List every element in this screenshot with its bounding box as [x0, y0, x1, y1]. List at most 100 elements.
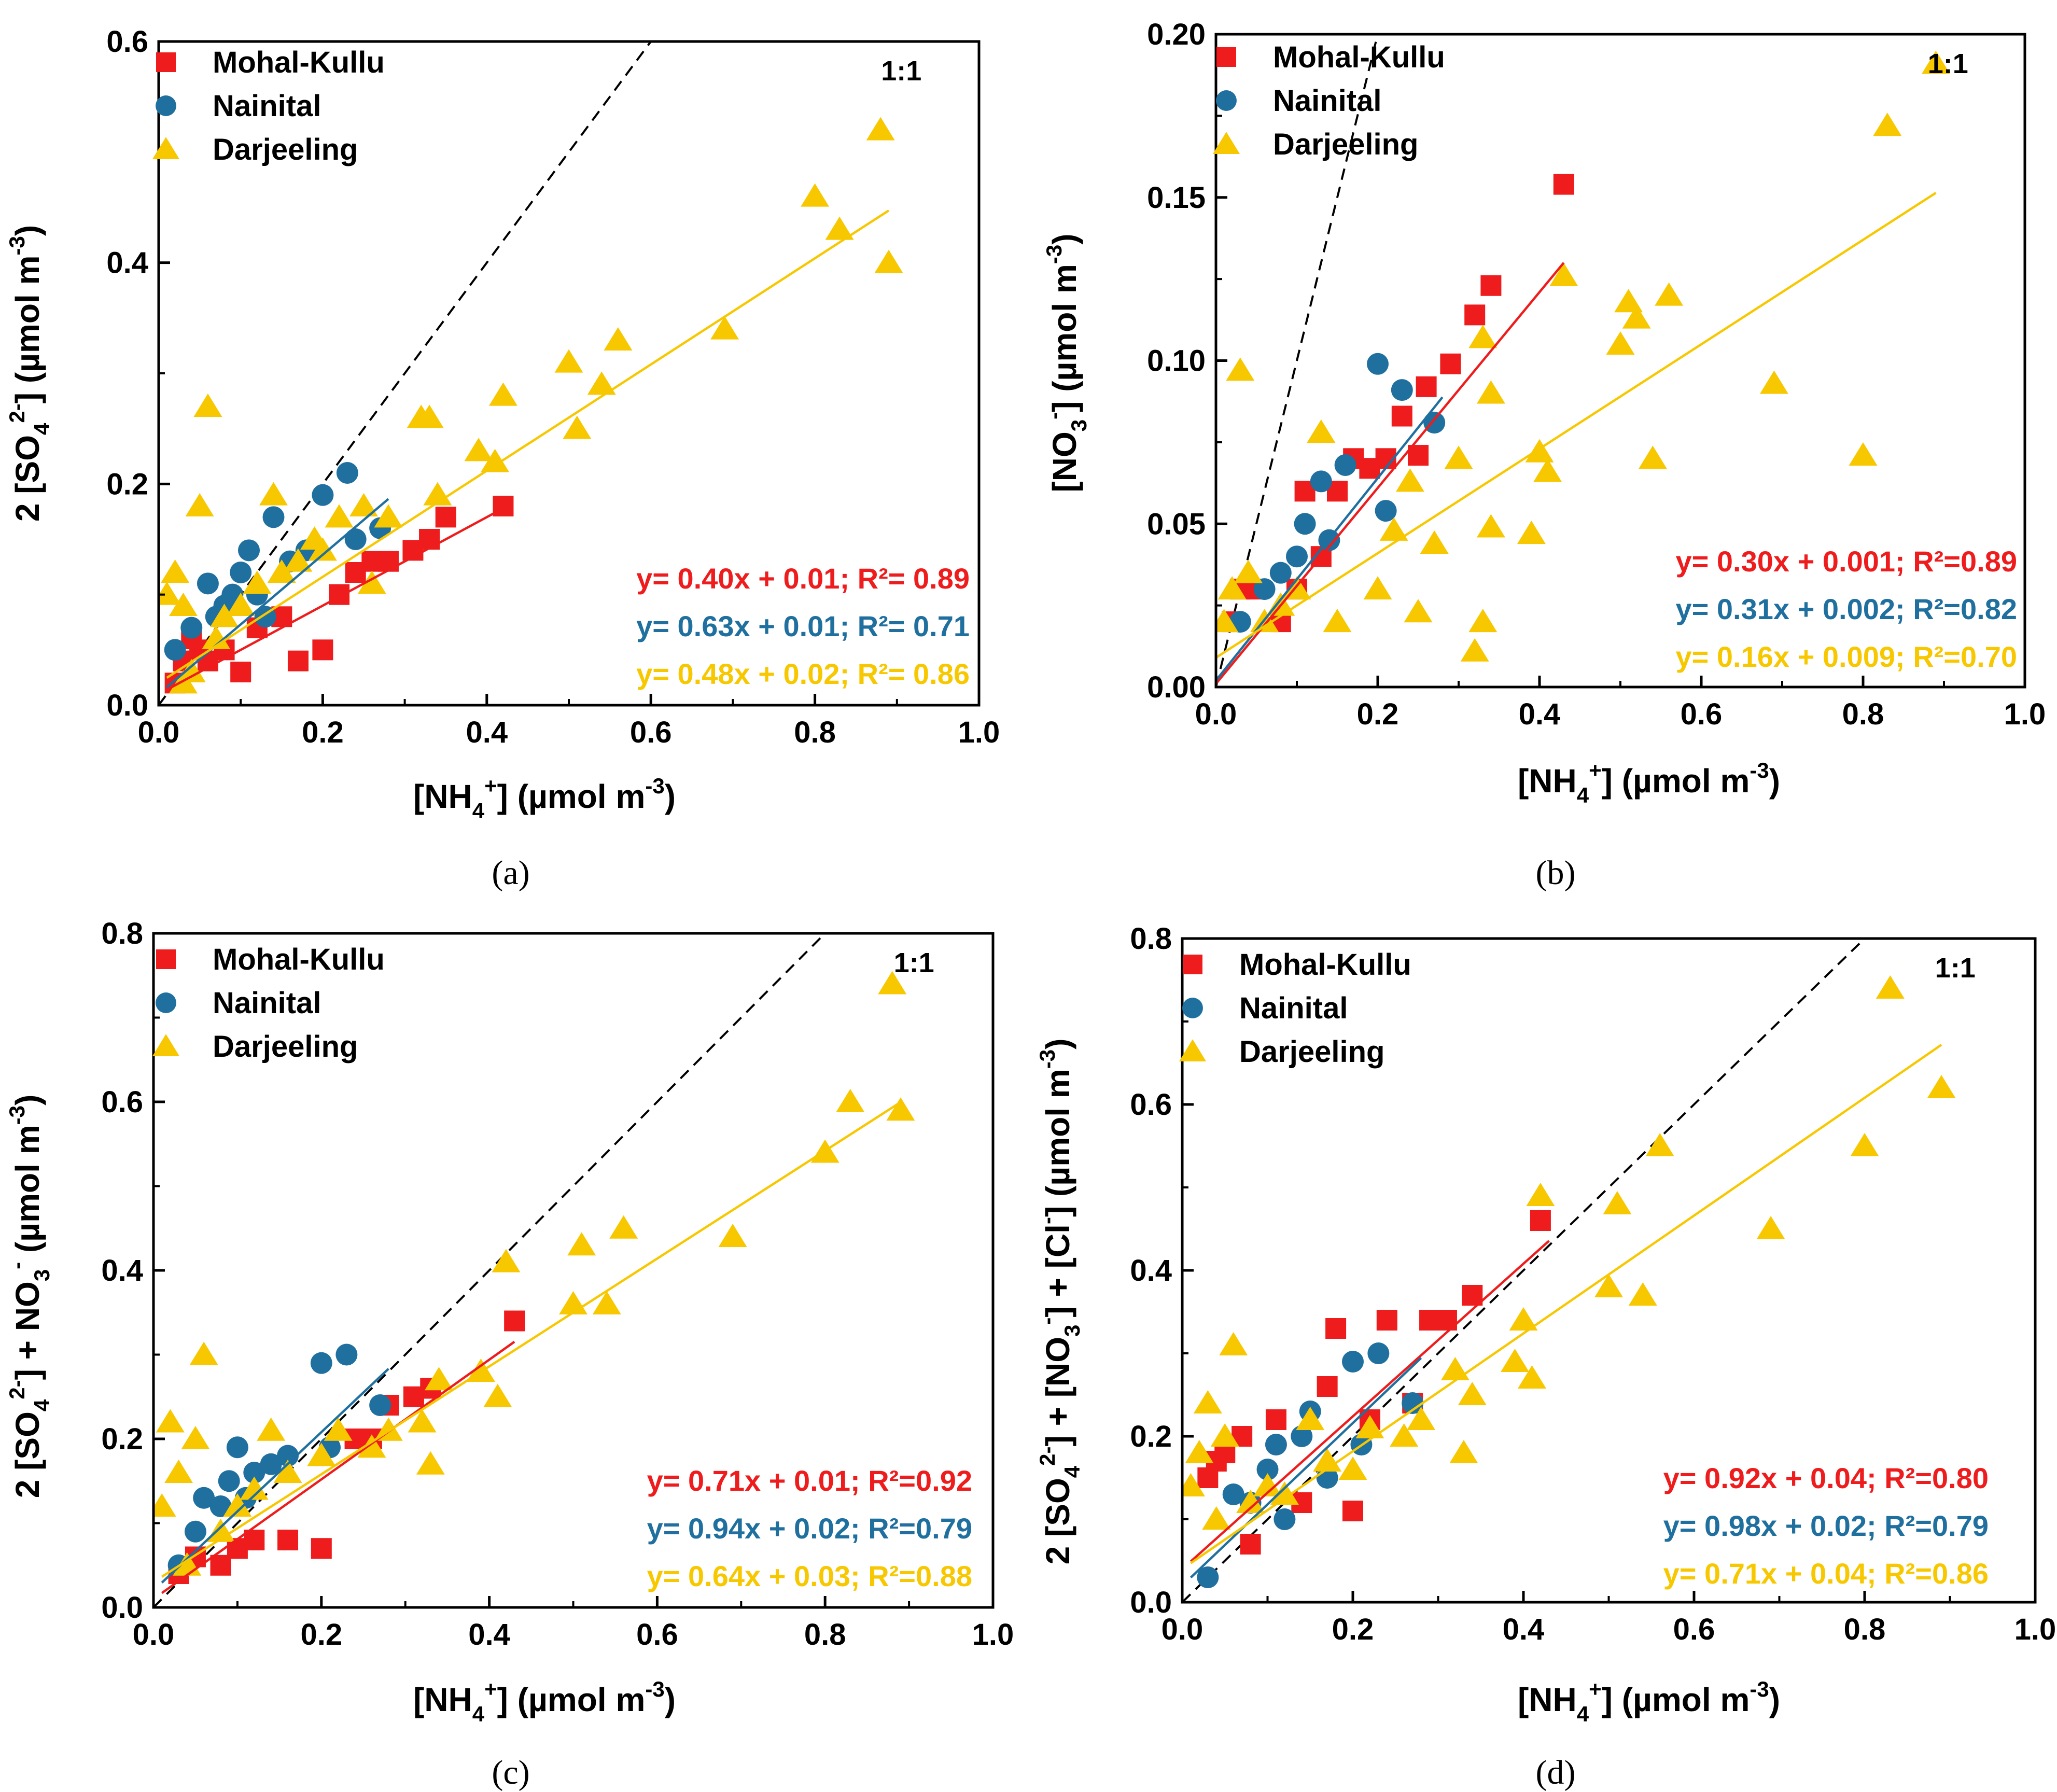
- data-point-triangle: [1202, 1506, 1231, 1530]
- data-point-triangle: [1628, 1282, 1657, 1306]
- data-point-triangle: [416, 1451, 445, 1475]
- data-point-triangle: [164, 1460, 193, 1483]
- data-point-triangle: [1614, 289, 1643, 313]
- data-point-triangle: [1849, 442, 1878, 466]
- y-tick-label: 0.15: [1147, 181, 1206, 215]
- data-point-triangle: [483, 1383, 512, 1407]
- data-point-triangle: [1458, 1382, 1487, 1405]
- data-point-triangle: [1234, 559, 1263, 583]
- data-point-triangle: [177, 659, 206, 682]
- plot-area: [1182, 939, 1956, 1602]
- fit-line: [1216, 192, 1937, 659]
- data-point-triangle: [210, 604, 239, 627]
- x-tick-label: 0.2: [1332, 1613, 1374, 1646]
- panel-b: [NO3-] (µmol m-3) [NH4+] (µmol m-3) (b) …: [1042, 18, 2046, 892]
- legend-marker-triangle: [1212, 132, 1240, 154]
- data-point-triangle: [189, 1341, 218, 1365]
- data-point-triangle: [1876, 975, 1905, 999]
- data-point-triangle: [1379, 517, 1408, 541]
- x-tick-label: 1.0: [972, 1618, 1014, 1651]
- data-point-circle: [1334, 454, 1356, 476]
- plot-area: [153, 933, 915, 1607]
- panel-c: 2 [SO42-] + NO3- (µmol m-3) [NH4+] (µmol…: [5, 917, 1014, 1791]
- regression-equation: y= 0.31x + 0.002; R²=0.82: [1676, 593, 2018, 625]
- data-point-circle: [218, 1470, 240, 1492]
- y-tick-label: 0.0: [106, 689, 148, 722]
- data-point-circle: [336, 462, 358, 484]
- data-point-circle: [238, 539, 260, 562]
- data-point-triangle: [825, 216, 854, 240]
- data-point-circle: [1294, 513, 1316, 535]
- data-point-triangle: [1323, 609, 1352, 633]
- data-point-triangle: [718, 1224, 747, 1247]
- data-point-circle: [1291, 1425, 1313, 1447]
- data-point-triangle: [1873, 113, 1902, 136]
- y-tick-label: 0.0: [1130, 1586, 1172, 1619]
- one-to-one-label: 1:1: [881, 55, 921, 87]
- fit-line: [1216, 262, 1565, 685]
- data-point-triangle: [1210, 1423, 1239, 1447]
- y-tick-label: 0.4: [1130, 1254, 1172, 1287]
- data-point-triangle: [243, 570, 272, 594]
- data-point-circle: [1197, 1566, 1219, 1588]
- data-point-triangle: [1193, 1390, 1222, 1413]
- x-tick-label: 0.2: [302, 716, 344, 749]
- data-point-triangle: [1606, 331, 1635, 355]
- data-point-triangle: [308, 537, 337, 561]
- y-tick-label: 0.2: [1130, 1420, 1172, 1453]
- data-point-triangle: [185, 493, 214, 516]
- data-point-triangle: [374, 504, 403, 528]
- plot-area: [159, 41, 903, 705]
- data-point-circle: [1391, 379, 1413, 401]
- data-point-triangle: [226, 593, 255, 616]
- data-point-triangle: [1218, 576, 1247, 600]
- data-point-triangle: [710, 316, 739, 340]
- data-point-triangle: [159, 581, 181, 605]
- data-point-triangle: [1313, 1448, 1342, 1472]
- data-point-triangle: [257, 1417, 286, 1441]
- data-point-circle: [164, 639, 186, 661]
- data-point-square: [311, 1538, 332, 1559]
- data-point-square: [1464, 304, 1486, 326]
- data-point-triangle: [488, 382, 517, 406]
- data-point-triangle: [592, 1291, 621, 1314]
- regression-equation: y= 0.30x + 0.001; R²=0.89: [1676, 545, 2018, 578]
- data-point-triangle: [423, 482, 452, 506]
- legend-marker-triangle: [152, 1034, 180, 1056]
- data-point-triangle: [169, 593, 198, 616]
- fit-line: [166, 502, 512, 691]
- data-point-triangle: [1404, 599, 1433, 623]
- data-point-circle: [1274, 1508, 1296, 1530]
- data-point-triangle: [1185, 1440, 1214, 1463]
- data-point-triangle: [307, 1443, 336, 1466]
- regression-equation: y= 0.64x + 0.03; R²=0.88: [647, 1560, 972, 1592]
- x-axis-title-d: [NH4+] (µmol m-3): [1518, 1677, 1780, 1726]
- data-point-circle: [209, 1495, 232, 1517]
- data-point-square: [287, 650, 309, 671]
- data-point-triangle: [181, 1426, 210, 1449]
- data-point-circle: [335, 1343, 358, 1366]
- legend-label: Nainital: [1273, 84, 1382, 118]
- data-point-square: [1530, 1210, 1551, 1231]
- data-point-square: [435, 507, 456, 528]
- x-axis-title-a: [NH4+] (µmol m-3): [413, 774, 676, 823]
- data-point-triangle: [1355, 1415, 1384, 1438]
- x-tick-label: 0.8: [794, 716, 836, 749]
- panel-letter-b: (b): [1536, 854, 1576, 892]
- y-tick-label: 0.10: [1147, 344, 1206, 378]
- y-tick-label: 0.00: [1147, 670, 1206, 704]
- data-point-triangle: [1850, 1133, 1879, 1156]
- x-tick-label: 0.4: [1519, 697, 1561, 731]
- fit-line: [161, 1340, 515, 1594]
- data-point-triangle: [1390, 1423, 1419, 1447]
- data-point-triangle: [1182, 1473, 1205, 1496]
- data-point-square: [277, 1530, 299, 1550]
- regression-equation: y= 0.16x + 0.009; R²=0.70: [1676, 640, 2018, 673]
- data-point-triangle: [357, 1434, 386, 1458]
- y-tick-label: 0.6: [106, 25, 148, 59]
- data-point-circle: [344, 528, 367, 550]
- data-point-circle: [243, 1462, 265, 1483]
- legend-label: Nainital: [1239, 991, 1348, 1025]
- x-tick-label: 0.8: [1842, 697, 1884, 731]
